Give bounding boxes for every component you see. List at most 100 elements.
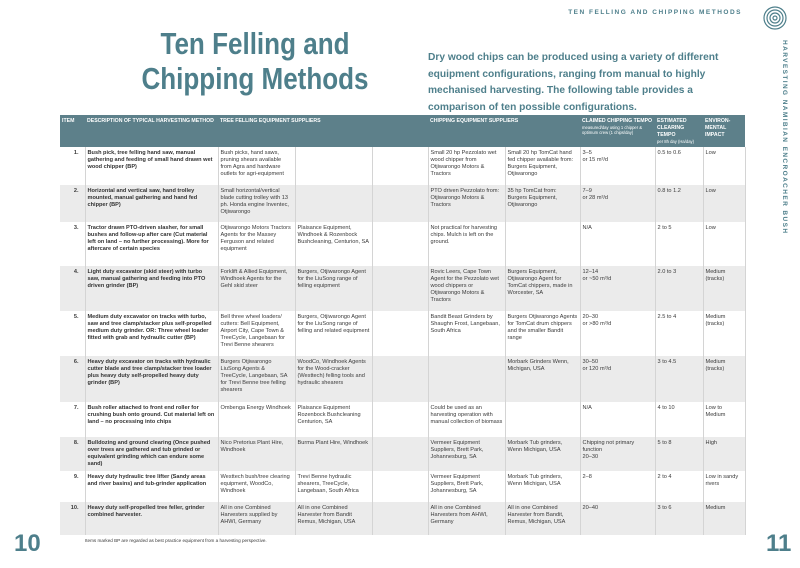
table-cell bbox=[372, 185, 429, 222]
table-cell: Medium (tracks) bbox=[703, 356, 746, 402]
table-cell: Low bbox=[703, 185, 746, 222]
table-cell: Medium (tracks) bbox=[703, 311, 746, 356]
table-cell: Burgers, Otjiwarongo Agent for the LiuSo… bbox=[295, 266, 373, 311]
column-header: CHIPPING EQUIPMENT SUPPLIERS bbox=[428, 115, 581, 147]
column-header: DESCRIPTION OF TYPICAL HARVESTING METHOD bbox=[85, 115, 218, 147]
table-cell: Nico Pretorius Plant Hire, Windhoek bbox=[218, 437, 296, 471]
table-cell: All in one Combined Harvester from Bandi… bbox=[295, 502, 373, 535]
table-cell: Heavy duty self-propelled tree feller, g… bbox=[85, 502, 219, 535]
header-label: ESTIMATED CLEARING TEMPO bbox=[657, 118, 687, 138]
side-title: HARVESTING NAMIBIAN ENCROACHER BUSH bbox=[781, 40, 788, 235]
table-cell bbox=[372, 222, 429, 266]
header-label: CLAIMED CHIPPING TEMPO bbox=[582, 118, 653, 124]
table-cell: Small horizontal/vertical blade cutting … bbox=[218, 185, 296, 222]
table-cell: Morbark Tub grinders, Wenn Michigan, USA bbox=[505, 471, 581, 502]
table-cell: Not practical for harvesting chips. Mulc… bbox=[428, 222, 506, 266]
table-cell: Bush picks, hand saws, pruning shears av… bbox=[218, 147, 296, 185]
table-cell: 2 to 5 bbox=[655, 222, 704, 266]
table-row: 1. Bush pick, tree felling hand saw, manu… bbox=[60, 147, 746, 185]
table-cell: 30–50 or 120 m³/d bbox=[580, 356, 656, 402]
table-cell: 2.5 to 4 bbox=[655, 311, 704, 356]
table-cell: Burgers Equipment, Otjiwarongo Agent for… bbox=[505, 266, 581, 311]
table-cell: Could be used as an harvesting operation… bbox=[428, 402, 506, 437]
table-row: 9. Heavy duty hydraulic tree lifter (Sand… bbox=[60, 471, 746, 502]
table-cell: 6. bbox=[60, 356, 86, 402]
table-cell: Ombenga Energy Windhoek bbox=[218, 402, 296, 437]
table-cell: Heavy duty excavator on tracks with hydr… bbox=[85, 356, 219, 402]
table-cell bbox=[372, 311, 429, 356]
table-cell: Bell three wheel loaders/ cutters: Bell … bbox=[218, 311, 296, 356]
table-cell: Medium bbox=[703, 502, 746, 535]
table-cell: All in one Combined Harvesters supplied … bbox=[218, 502, 296, 535]
table-cell: 2. bbox=[60, 185, 86, 222]
table-row: 4. Light duty excavator (skid steer) with… bbox=[60, 266, 746, 311]
table-cell: 12–14 or ~50 m³/d bbox=[580, 266, 656, 311]
table-cell: High bbox=[703, 437, 746, 471]
table-cell: 7. bbox=[60, 402, 86, 437]
intro-text: Dry wood chips can be produced using a v… bbox=[428, 52, 719, 113]
table-cell: Low bbox=[703, 222, 746, 266]
table-cell: 20–40 bbox=[580, 502, 656, 535]
table-cell: Trevi Benne hydraulic shearers, TreeCycl… bbox=[295, 471, 373, 502]
table-cell: Medium duty excavator on tracks with tur… bbox=[85, 311, 219, 356]
table-row: 10. Heavy duty self-propelled tree feller… bbox=[60, 502, 746, 535]
table-cell: Rovic Leers, Cape Town Agent for the Pez… bbox=[428, 266, 506, 311]
table-cell bbox=[295, 147, 373, 185]
table-cell: Burgers, Otjiwarongo Agent for the LiuSo… bbox=[295, 311, 373, 356]
table-cell: Light duty excavator (skid steer) with t… bbox=[85, 266, 219, 311]
page-number: 10 bbox=[14, 530, 41, 557]
column-header: ESTIMATED CLEARING TEMPO per 8h day (Ha/d… bbox=[655, 115, 704, 147]
header-row: ITEM DESCRIPTION OF TYPICAL HARVESTING M… bbox=[60, 115, 746, 147]
running-title: TEN FELLING AND CHIPPING METHODS bbox=[568, 9, 742, 16]
table-cell: Low bbox=[703, 147, 746, 185]
table-cell: All in one Combined Harvester from Bandi… bbox=[505, 502, 581, 535]
table-cell: Burma Plant Hire, Windhoek bbox=[295, 437, 373, 471]
table-row: 2. Horizontal and vertical saw, hand trol… bbox=[60, 185, 746, 222]
table-cell: Morbark Grinders Wenn, Michigan, USA bbox=[505, 356, 581, 402]
column-header: CLAIMED CHIPPING TEMPO measured/day using… bbox=[580, 115, 656, 147]
page-number: 11 bbox=[766, 530, 792, 557]
table-cell: Morbark Tub grinders, Wenn Michigan, USA bbox=[505, 437, 581, 471]
table-cell: N/A bbox=[580, 402, 656, 437]
table-cell: Medium (tracks) bbox=[703, 266, 746, 311]
table-cell: Burgers Otjiwarongo Agents for TomCat dr… bbox=[505, 311, 581, 356]
table-cell bbox=[372, 471, 429, 502]
table-cell: 9. bbox=[60, 471, 86, 502]
table-cell: Plaisance Equipment, Windhoek & Rozenboc… bbox=[295, 222, 373, 266]
table-cell: 2–8 bbox=[580, 471, 656, 502]
table-cell: Forklift & Allied Equipment, Windhoek Ag… bbox=[218, 266, 296, 311]
table-cell: PTO driven Pezzolato from: Otjiwarongo M… bbox=[428, 185, 506, 222]
table-cell: Chipping not primary function 20–30 bbox=[580, 437, 656, 471]
header-note: measured/day using 1 chipper & optimum c… bbox=[582, 125, 643, 135]
table-cell bbox=[295, 185, 373, 222]
table-cell: 35 hp TomCat from: Burgers Equipment, Ot… bbox=[505, 185, 581, 222]
table-cell: 4. bbox=[60, 266, 86, 311]
table-cell: Vermeer Equipment Suppliers, Brett Park,… bbox=[428, 471, 506, 502]
table-cell: WoodCo, Windhoek Agents for the Wood-cra… bbox=[295, 356, 373, 402]
table-cell bbox=[505, 402, 581, 437]
table-cell bbox=[372, 502, 429, 535]
table-cell bbox=[372, 266, 429, 311]
table-cell: 4 to 10 bbox=[655, 402, 704, 437]
table-cell: Heavy duty hydraulic tree lifter (Sandy … bbox=[85, 471, 219, 502]
table-row: 5. Medium duty excavator on tracks with t… bbox=[60, 311, 746, 356]
table-cell bbox=[505, 222, 581, 266]
table-cell: 5. bbox=[60, 311, 86, 356]
table-cell: Small 20 hp TomCat hand fed chipper avai… bbox=[505, 147, 581, 185]
table-cell: 2.0 to 3 bbox=[655, 266, 704, 311]
table-cell bbox=[372, 402, 429, 437]
table-cell: 20–30 or >80 m³/d bbox=[580, 311, 656, 356]
table-cell bbox=[372, 147, 429, 185]
column-header: TREE FELLING EQUIPMENT SUPPLIERS bbox=[218, 115, 429, 147]
table-cell: N/A bbox=[580, 222, 656, 266]
table-cell: Tractor drawn PTO-driven slasher, for sm… bbox=[85, 222, 219, 266]
table-cell: 3 to 4.5 bbox=[655, 356, 704, 402]
table-cell: 3–5 or 15 m³/d bbox=[580, 147, 656, 185]
table-cell bbox=[428, 356, 506, 402]
table-cell: 1. bbox=[60, 147, 86, 185]
table-cell: Plaisance Equipment Rozenbock Bushcleani… bbox=[295, 402, 373, 437]
table-cell: 5 to 8 bbox=[655, 437, 704, 471]
column-header: ITEM bbox=[60, 115, 85, 147]
table-cell: 3 to 6 bbox=[655, 502, 704, 535]
